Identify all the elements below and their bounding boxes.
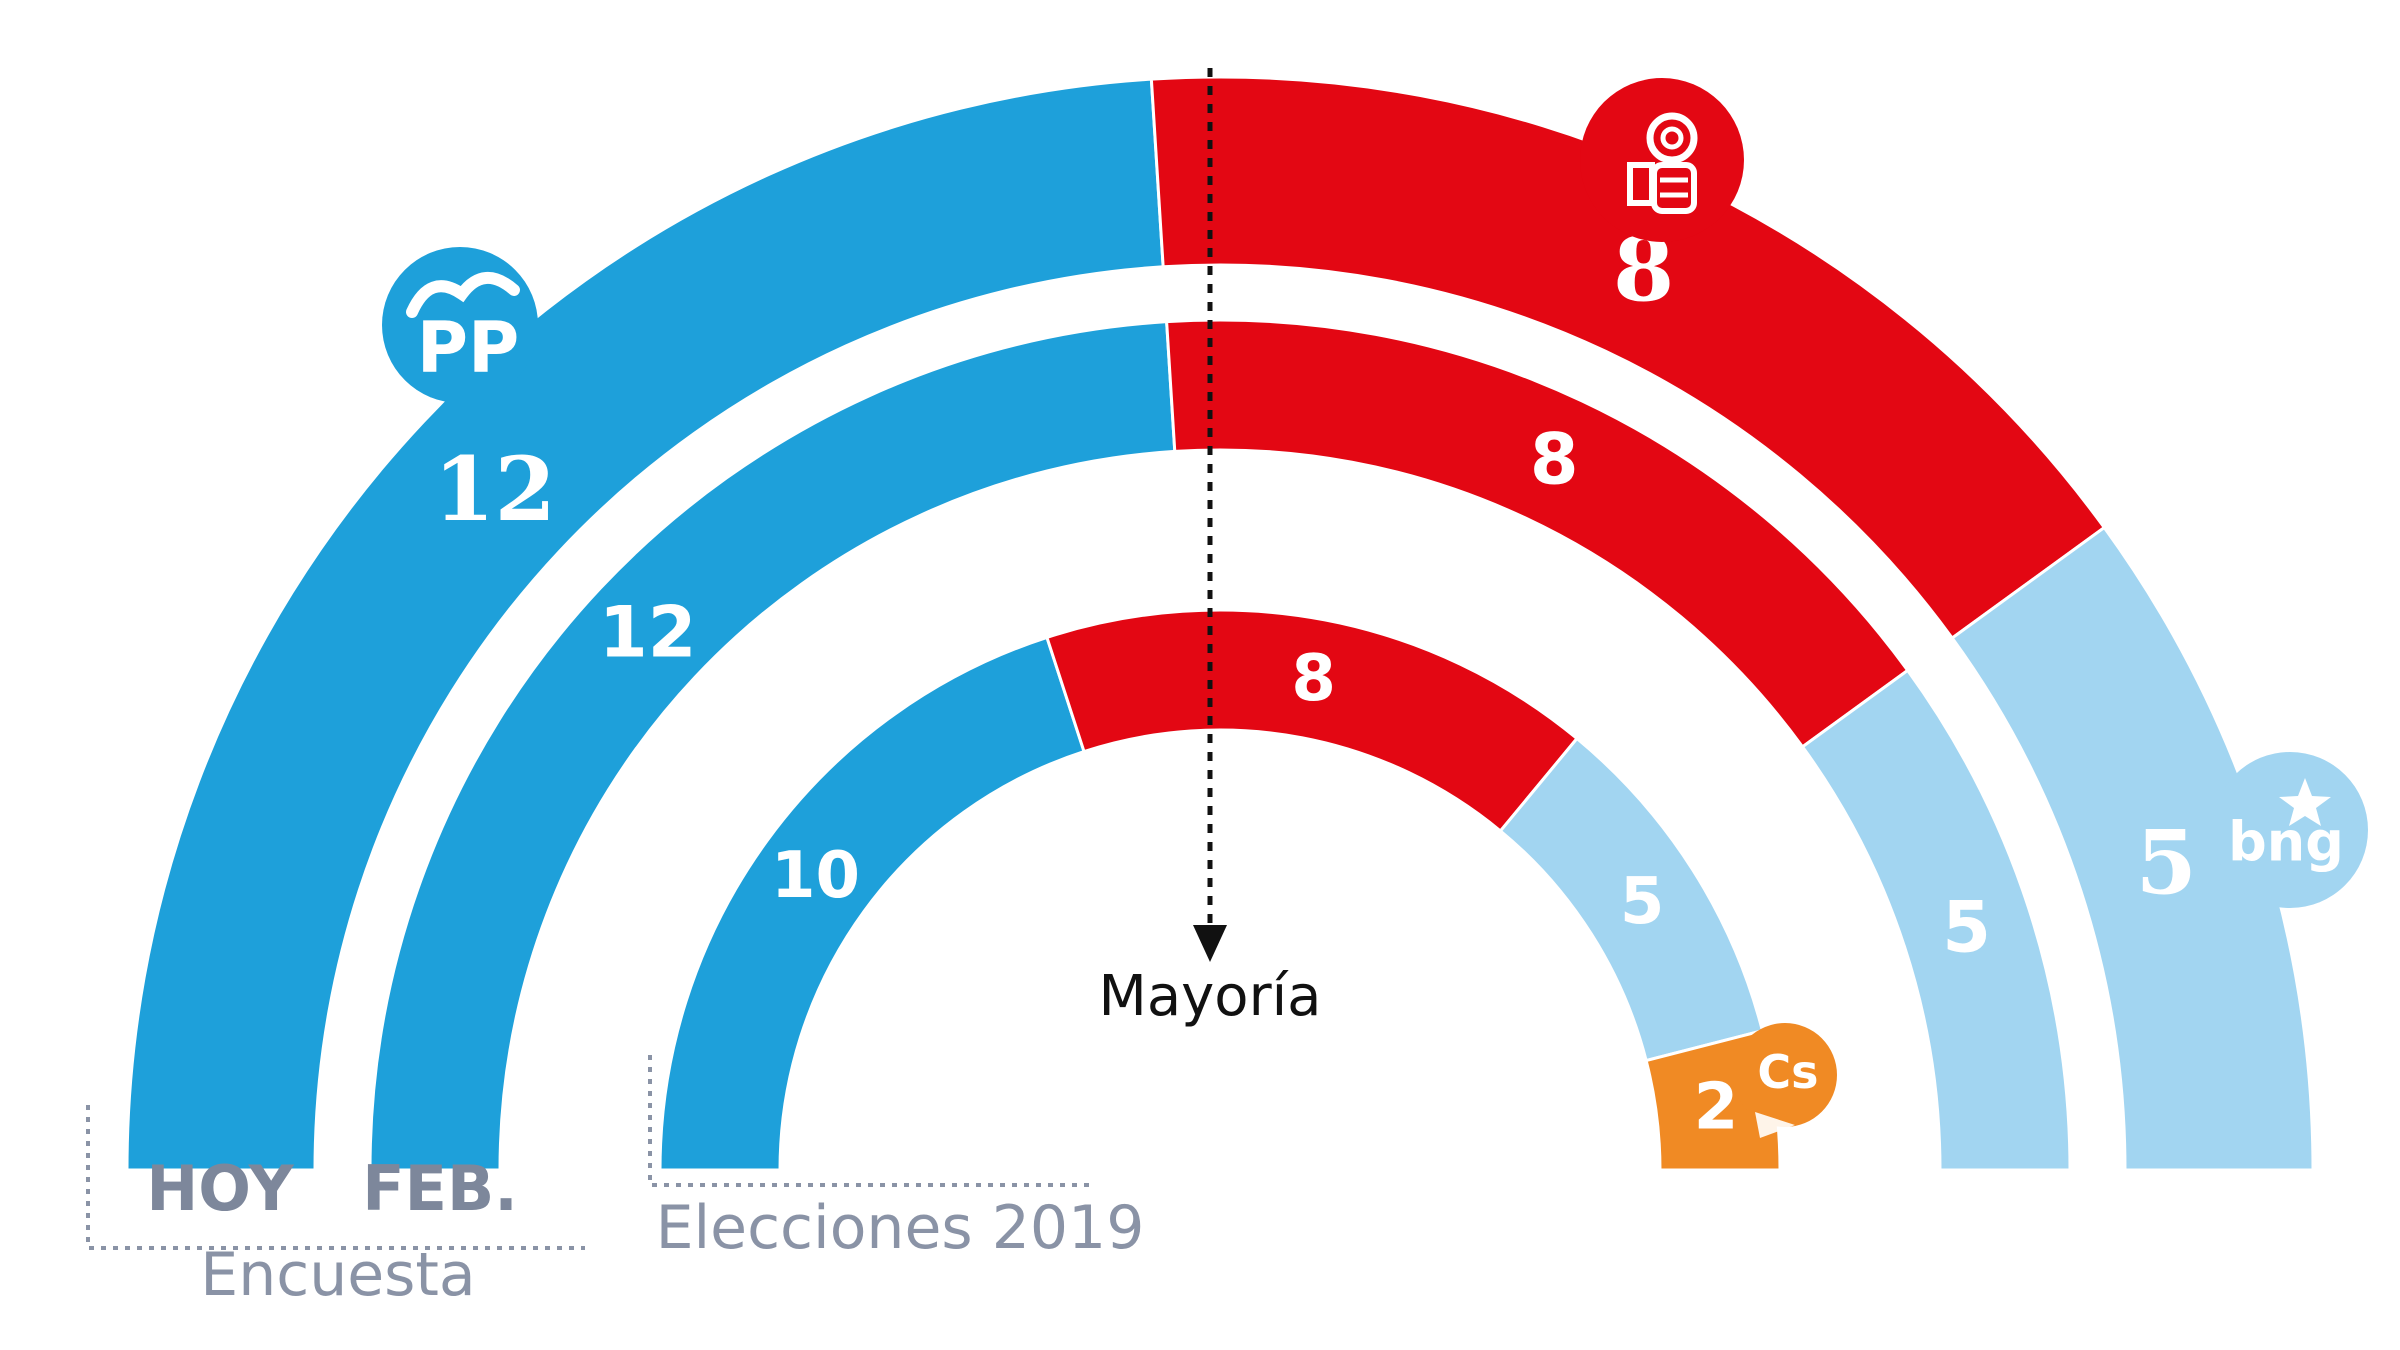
svg-text:bng: bng (2228, 811, 2344, 874)
arc-ring0-bng (1950, 525, 2315, 1172)
seat-label-ring1-pp: 12 (599, 592, 696, 674)
elections-bracket (648, 1055, 1090, 1187)
feb-label: FEB. (362, 1152, 518, 1225)
pp-logo-icon: PP (382, 247, 538, 403)
seat-label-ring0-bng: 5 (2136, 811, 2197, 915)
seat-label-ring2-pp: 10 (771, 839, 860, 913)
arc-segments (125, 75, 2315, 1172)
seat-label-ring2-psoe: 8 (1291, 642, 1336, 716)
cs-logo-icon: Cs (1733, 1023, 1837, 1138)
svg-text:Cs: Cs (1757, 1045, 1818, 1099)
arc-ring0-pp (125, 77, 1165, 1172)
psoe-rose-icon (1580, 78, 1744, 242)
majority-arrow-icon (1193, 925, 1227, 962)
arc-ring2-pp (658, 635, 1086, 1172)
arc-ring1-bng (1800, 668, 2072, 1172)
survey-label: Encuesta (200, 1240, 475, 1310)
seat-label-ring2-bng: 5 (1620, 865, 1665, 939)
majority-label: Mayoría (1099, 964, 1322, 1029)
bng-star-icon: bng (2212, 752, 2368, 908)
seat-label-ring2-cs: 2 (1694, 1070, 1739, 1144)
seat-label-ring1-psoe: 8 (1530, 419, 1579, 501)
svg-text:PP: PP (417, 307, 520, 389)
seat-label-ring1-bng: 5 (1942, 886, 1991, 968)
seat-label-ring0-pp: 12 (433, 437, 555, 541)
elections-label: Elecciones 2019 (656, 1193, 1145, 1263)
hoy-label: HOY (146, 1152, 294, 1225)
